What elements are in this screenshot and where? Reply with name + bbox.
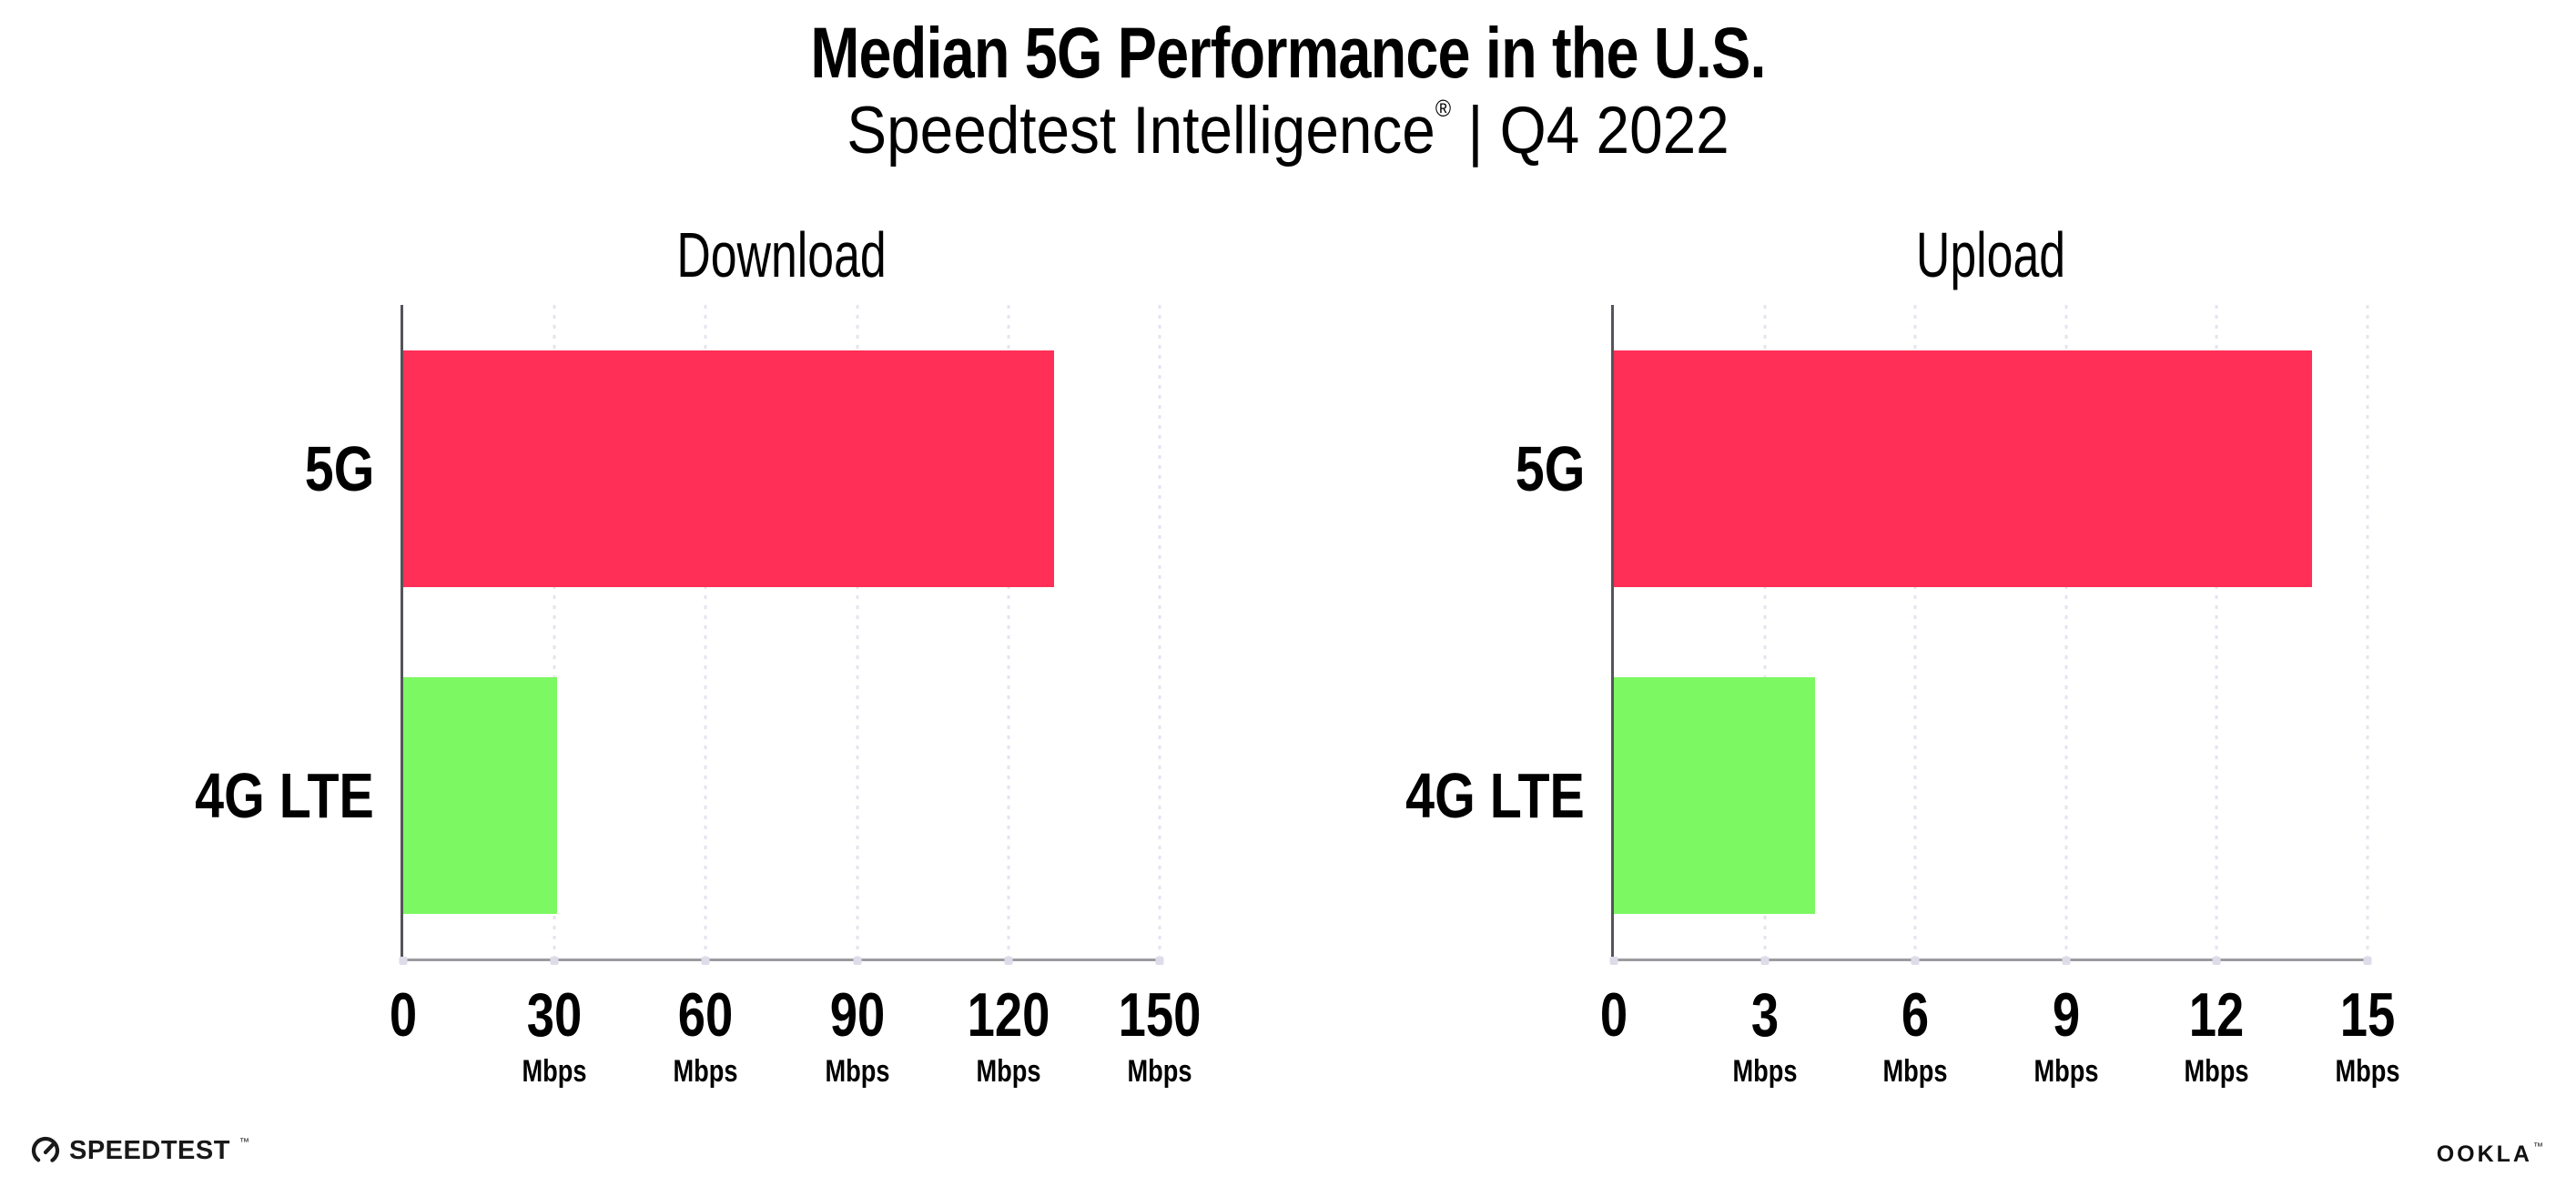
x-tick-value: 0 xyxy=(389,980,418,1050)
upload-gridline-12 xyxy=(2215,305,2218,959)
upload-gridline-6 xyxy=(1913,305,1917,959)
upload-category-label-4g-lte: 4G LTE xyxy=(1405,759,1585,831)
download-x-tick-label-0: 0 xyxy=(390,984,417,1046)
upload-gridline-15 xyxy=(2366,305,2369,959)
download-category-label-5g: 5G xyxy=(304,432,374,504)
x-tick-unit: Mbps xyxy=(2033,1054,2099,1089)
bar-4g-lte-download xyxy=(403,676,557,914)
download-tick-mark-0 xyxy=(399,957,408,965)
upload-x-axis-line xyxy=(1611,959,2368,961)
download-x-tick-label-60: 60 Mbps xyxy=(674,984,738,1087)
x-tick-value: 12 xyxy=(2189,980,2245,1050)
x-tick-unit: Mbps xyxy=(1882,1054,1948,1089)
upload-x-tick-label-6: 6 Mbps xyxy=(1883,984,1948,1087)
download-chart: Download 0 30 Mbps 60 Mbps 90 Mbps 120 Mbps 150 Mb… xyxy=(195,219,1201,1087)
page-title: Median 5G Performance in the U.S. xyxy=(810,12,1766,93)
x-tick-unit: Mbps xyxy=(825,1054,890,1089)
download-x-tick-label-120: 120 Mbps xyxy=(967,984,1050,1087)
ookla-wordmark: OOKLA xyxy=(2436,1141,2532,1167)
speedtest-gauge-icon xyxy=(31,1136,60,1165)
download-category-label-4g-lte: 4G LTE xyxy=(195,759,374,831)
x-tick-unit: Mbps xyxy=(2184,1054,2249,1089)
upload-tick-mark-12 xyxy=(2212,957,2221,965)
upload-tick-mark-9 xyxy=(2062,957,2071,965)
page-subtitle: Speedtest Intelligence® | Q4 2022 xyxy=(129,93,2448,168)
x-tick-value: 6 xyxy=(1902,980,1930,1050)
upload-tick-mark-15 xyxy=(2363,957,2372,965)
upload-y-axis-line xyxy=(1611,305,1614,961)
bar-5g-upload xyxy=(1614,350,2313,587)
x-tick-unit: Mbps xyxy=(522,1054,587,1089)
upload-chart-title: Upload xyxy=(1915,219,2066,290)
upload-tick-mark-3 xyxy=(1760,957,1770,965)
download-gridline-120 xyxy=(1007,305,1010,959)
bar-4g-lte-upload xyxy=(1614,676,1815,914)
upload-gridline-9 xyxy=(2064,305,2068,959)
x-tick-value: 120 xyxy=(967,980,1050,1050)
x-tick-unit: Mbps xyxy=(2335,1054,2400,1089)
x-tick-unit: Mbps xyxy=(1127,1054,1192,1089)
download-gridline-150 xyxy=(1158,305,1161,959)
download-tick-mark-60 xyxy=(701,957,710,965)
download-x-tick-label-90: 90 Mbps xyxy=(825,984,889,1087)
speedtest-trademark-mark: ™ xyxy=(238,1137,249,1148)
download-tick-mark-120 xyxy=(1004,957,1013,965)
download-tick-mark-90 xyxy=(853,957,862,965)
ookla-trademark-mark: ™ xyxy=(2533,1141,2543,1152)
upload-tick-mark-0 xyxy=(1609,957,1618,965)
download-chart-title: Download xyxy=(676,219,887,290)
x-tick-value: 3 xyxy=(1750,980,1779,1050)
x-tick-value: 30 xyxy=(526,980,583,1050)
x-tick-unit: Mbps xyxy=(1732,1054,1798,1089)
download-gridline-60 xyxy=(704,305,707,959)
download-x-tick-label-150: 150 Mbps xyxy=(1119,984,1202,1087)
upload-x-tick-label-9: 9 Mbps xyxy=(2033,984,2098,1087)
subtitle-period: | Q4 2022 xyxy=(1451,94,1729,167)
upload-tick-mark-6 xyxy=(1911,957,1920,965)
download-tick-mark-30 xyxy=(550,957,559,965)
download-gridline-90 xyxy=(856,305,859,959)
x-tick-value: 60 xyxy=(678,980,734,1050)
bar-5g-download xyxy=(403,350,1054,587)
ookla-logo: OOKLA ™ xyxy=(2437,1141,2543,1168)
download-x-axis-line xyxy=(401,959,1160,961)
upload-gridline-3 xyxy=(1763,305,1767,959)
upload-category-label-5g: 5G xyxy=(1515,432,1585,504)
x-tick-unit: Mbps xyxy=(976,1054,1041,1089)
x-tick-value: 150 xyxy=(1118,980,1202,1050)
x-tick-value: 9 xyxy=(2052,980,2080,1050)
upload-x-tick-label-15: 15 Mbps xyxy=(2335,984,2399,1087)
registered-mark: ® xyxy=(1435,95,1452,122)
download-tick-mark-150 xyxy=(1155,957,1164,965)
subtitle-product: Speedtest Intelligence xyxy=(847,94,1435,167)
upload-chart: Upload 0 3 Mbps 6 Mbps 9 Mbps 12 Mbps 15 Mbps 5G 4G … xyxy=(1405,219,2399,1087)
upload-x-tick-label-12: 12 Mbps xyxy=(2185,984,2249,1087)
download-plot-area xyxy=(399,305,1164,965)
upload-x-tick-label-3: 3 Mbps xyxy=(1732,984,1797,1087)
download-gridline-30 xyxy=(553,305,556,959)
x-tick-value: 0 xyxy=(1599,980,1628,1050)
speedtest-logo: SPEEDTEST ™ xyxy=(30,1135,249,1166)
upload-plot-area xyxy=(1609,305,2372,965)
upload-x-tick-label-0: 0 xyxy=(1600,984,1628,1046)
x-tick-value: 15 xyxy=(2339,980,2396,1050)
download-x-tick-label-30: 30 Mbps xyxy=(522,984,587,1087)
download-y-axis-line xyxy=(401,305,403,961)
x-tick-unit: Mbps xyxy=(673,1054,738,1089)
speedtest-wordmark: SPEEDTEST xyxy=(69,1135,230,1165)
x-tick-value: 90 xyxy=(829,980,885,1050)
